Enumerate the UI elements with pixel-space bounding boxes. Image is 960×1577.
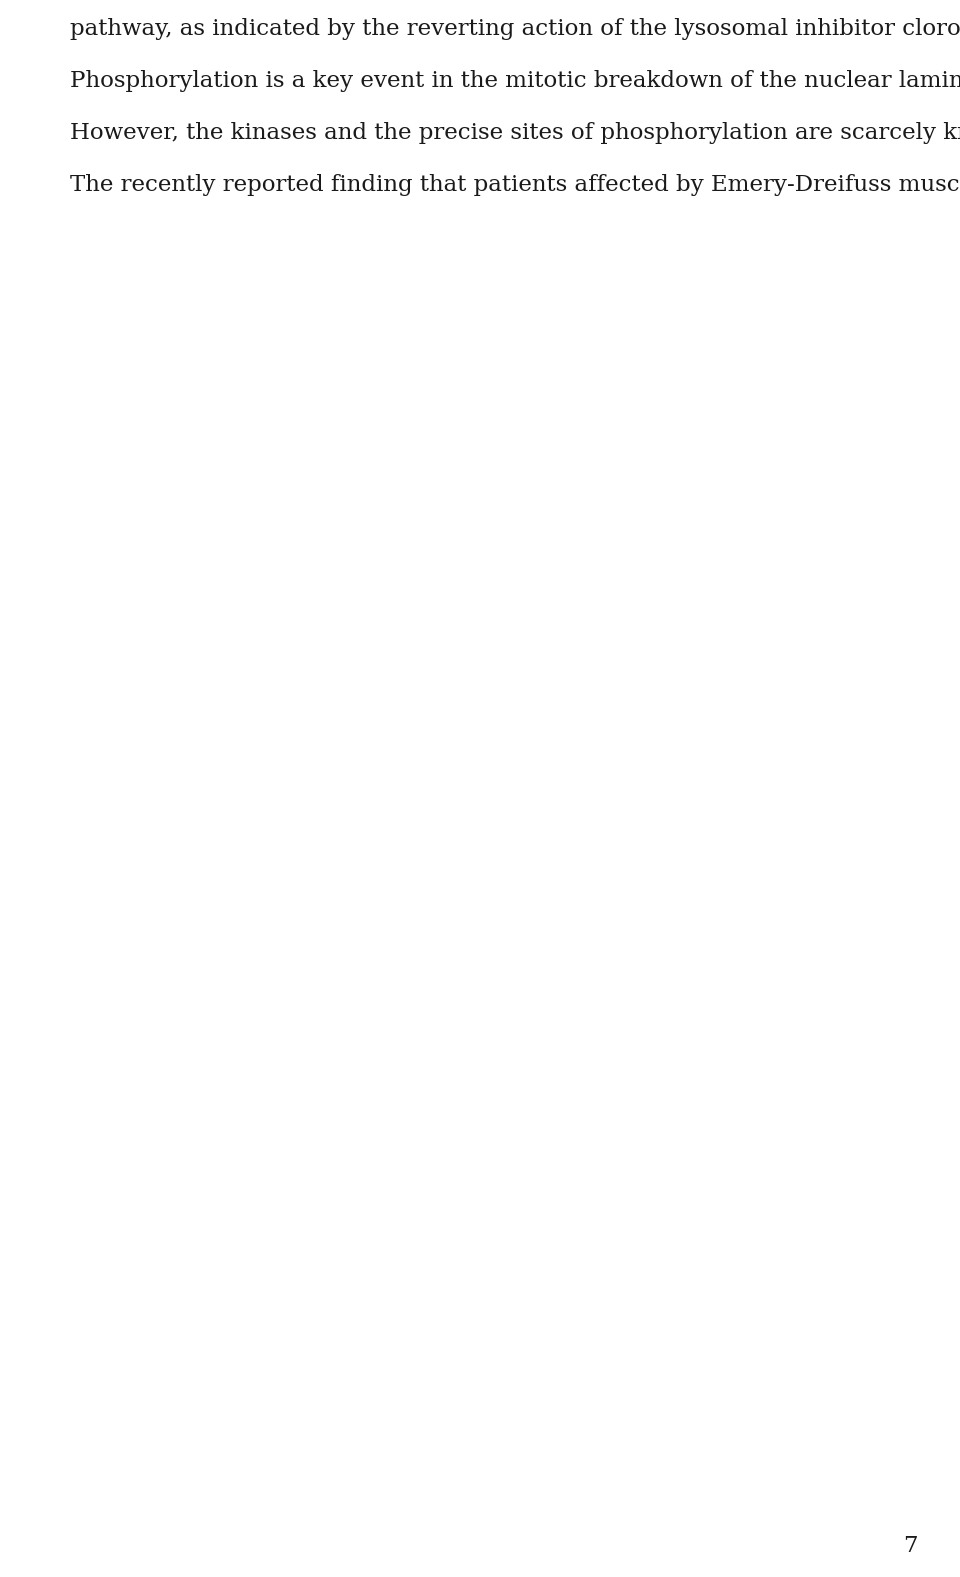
Text: However, the kinases and the precise sites of phosphorylation are scarcely known: However, the kinases and the precise sit… (70, 121, 960, 144)
Text: pathway, as indicated by the reverting action of the lysosomal inhibitor cloroqu: pathway, as indicated by the reverting a… (70, 17, 960, 39)
Text: Phosphorylation is a key event in the mitotic breakdown of the nuclear lamina.: Phosphorylation is a key event in the mi… (70, 69, 960, 91)
Text: 7: 7 (902, 1534, 917, 1556)
Text: The recently reported finding that patients affected by Emery-Dreifuss muscular : The recently reported finding that patie… (70, 173, 960, 196)
